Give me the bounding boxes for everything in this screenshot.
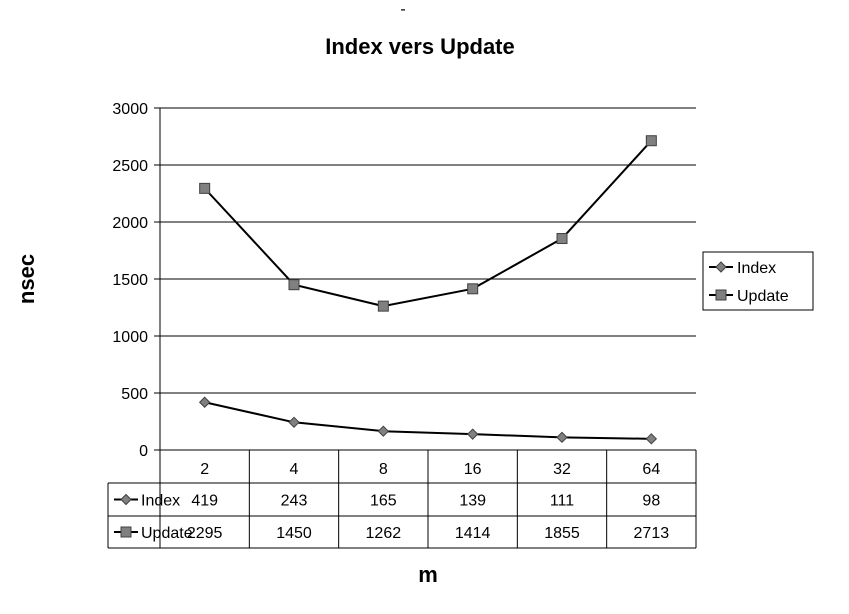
series-line-index — [204, 401, 652, 440]
x-tick-label: 32 — [553, 461, 571, 478]
chart-title: Index vers Update — [325, 34, 515, 59]
marker-square — [556, 233, 568, 245]
y-tick-label: 0 — [139, 443, 148, 460]
marker-diamond — [120, 493, 132, 506]
marker-diamond — [466, 428, 479, 440]
legend-item-label: Update — [737, 288, 789, 305]
x-tick-label: 2 — [200, 461, 209, 478]
data-label: 2295 — [187, 525, 223, 542]
marker-diamond — [198, 396, 211, 408]
data-label: 2713 — [634, 525, 670, 542]
y-tick-label: 2500 — [112, 158, 148, 175]
legend: Index Update — [702, 251, 814, 311]
data-label: 165 — [370, 493, 397, 510]
series-lines — [198, 135, 658, 445]
table-series-name: Update — [141, 525, 193, 542]
data-label: 419 — [191, 493, 218, 510]
y-tick-label: 1500 — [112, 272, 148, 289]
y-axis-title: nsec — [14, 254, 39, 304]
marker-diamond — [288, 416, 300, 429]
x-tick-label: 4 — [290, 461, 299, 478]
data-label: 98 — [642, 493, 660, 510]
series-line-update — [203, 140, 653, 308]
marker-square — [715, 289, 727, 301]
data-label: 1450 — [276, 525, 312, 542]
data-label: 1855 — [544, 525, 580, 542]
marker-diamond — [645, 433, 658, 445]
y-tick-label: 3000 — [112, 101, 148, 118]
marker-square — [467, 283, 479, 295]
marker-diamond — [556, 431, 568, 444]
data-table: 2 4 8 16 32 64 Index 419 243 165 139 111 98 Update229… — [107, 449, 697, 549]
table-series-name: Index — [141, 493, 180, 510]
marker-square — [645, 135, 657, 147]
y-tick-label: 1000 — [112, 329, 148, 346]
y-tick-label: 500 — [121, 386, 148, 403]
gridlines — [160, 107, 696, 394]
x-tick-label: 16 — [464, 461, 482, 478]
data-label: 1414 — [455, 525, 491, 542]
marker-diamond — [715, 261, 727, 273]
marker-square — [377, 300, 389, 312]
data-label: 139 — [459, 493, 486, 510]
y-axis-tick-labels: 0 500 1000 1500 2000 2500 3000 — [112, 101, 148, 460]
legend-item-label: Index — [737, 260, 776, 277]
marker-square — [120, 526, 132, 538]
axes — [154, 107, 161, 451]
data-label: 1262 — [366, 525, 402, 542]
x-axis-title: m — [418, 562, 438, 587]
x-tick-label: 64 — [642, 461, 660, 478]
x-tick-label: 8 — [379, 461, 388, 478]
marker-diamond — [377, 425, 390, 437]
data-label: 243 — [281, 493, 308, 510]
top-mark: - — [400, 1, 405, 18]
data-label: 111 — [550, 493, 574, 510]
y-tick-label: 2000 — [112, 215, 148, 232]
marker-square — [199, 182, 211, 194]
marker-square — [288, 279, 300, 291]
